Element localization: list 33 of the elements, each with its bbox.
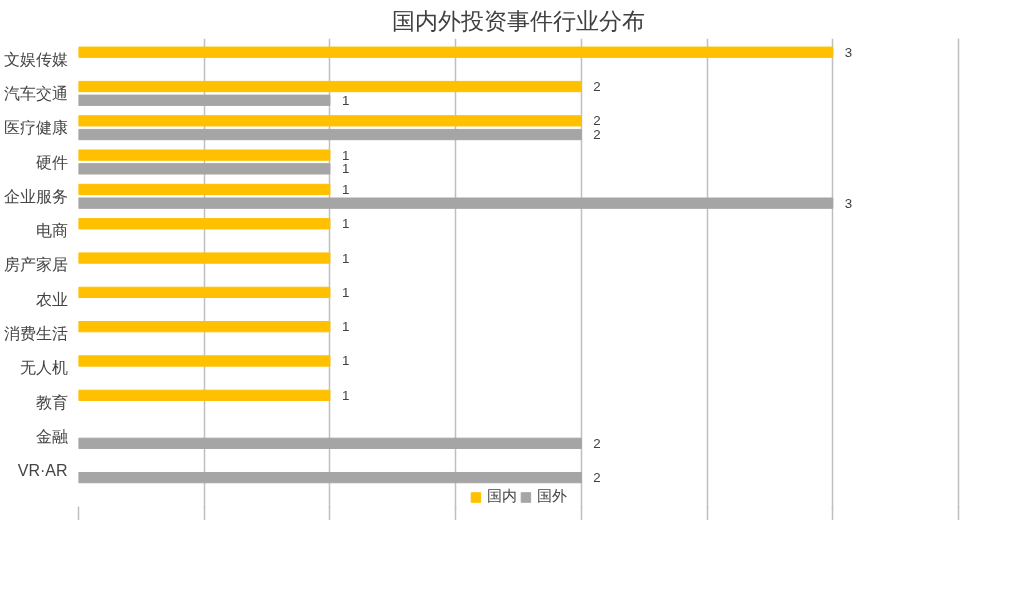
y-tick-label: 医疗健康	[3, 119, 68, 137]
data-label: 1	[341, 181, 350, 197]
data-label: 1	[341, 147, 350, 163]
data-label: 1	[341, 284, 350, 300]
data-label: 1	[341, 387, 350, 403]
chart-title: 国内外投资事件行业分布	[392, 7, 645, 34]
data-label: 1	[341, 250, 350, 266]
y-tick-label: VR·AR	[17, 462, 68, 480]
data-label: 1	[341, 353, 350, 369]
y-tick-label: 教育	[35, 393, 68, 411]
y-tick-label: 汽车交通	[3, 84, 68, 102]
y-tick-label: 文娱传媒	[3, 50, 68, 68]
data-label: 1	[341, 319, 350, 335]
data-label: 2	[593, 113, 601, 129]
y-tick-label: 企业服务	[3, 187, 68, 205]
y-tick-label: 金融	[35, 427, 68, 445]
data-label: 2	[593, 435, 601, 451]
data-label: 1	[341, 161, 350, 177]
data-label: 1	[341, 216, 350, 232]
data-label: 2	[593, 470, 601, 486]
data-label: 2	[593, 127, 601, 143]
data-label: 3	[844, 195, 853, 211]
legend-label: 国内	[486, 487, 517, 506]
y-tick-label: 消费生活	[3, 325, 68, 343]
legend-label: 国外	[536, 487, 567, 506]
y-tick-label: 硬件	[35, 153, 68, 171]
y-tick-label: 农业	[35, 290, 68, 308]
y-tick-label: 电商	[35, 222, 68, 240]
y-tick-label: 无人机	[19, 359, 68, 377]
y-tick-label: 房产家居	[3, 256, 68, 274]
data-label: 2	[593, 79, 601, 95]
data-label: 1	[341, 92, 350, 108]
data-label: 3	[844, 44, 853, 60]
